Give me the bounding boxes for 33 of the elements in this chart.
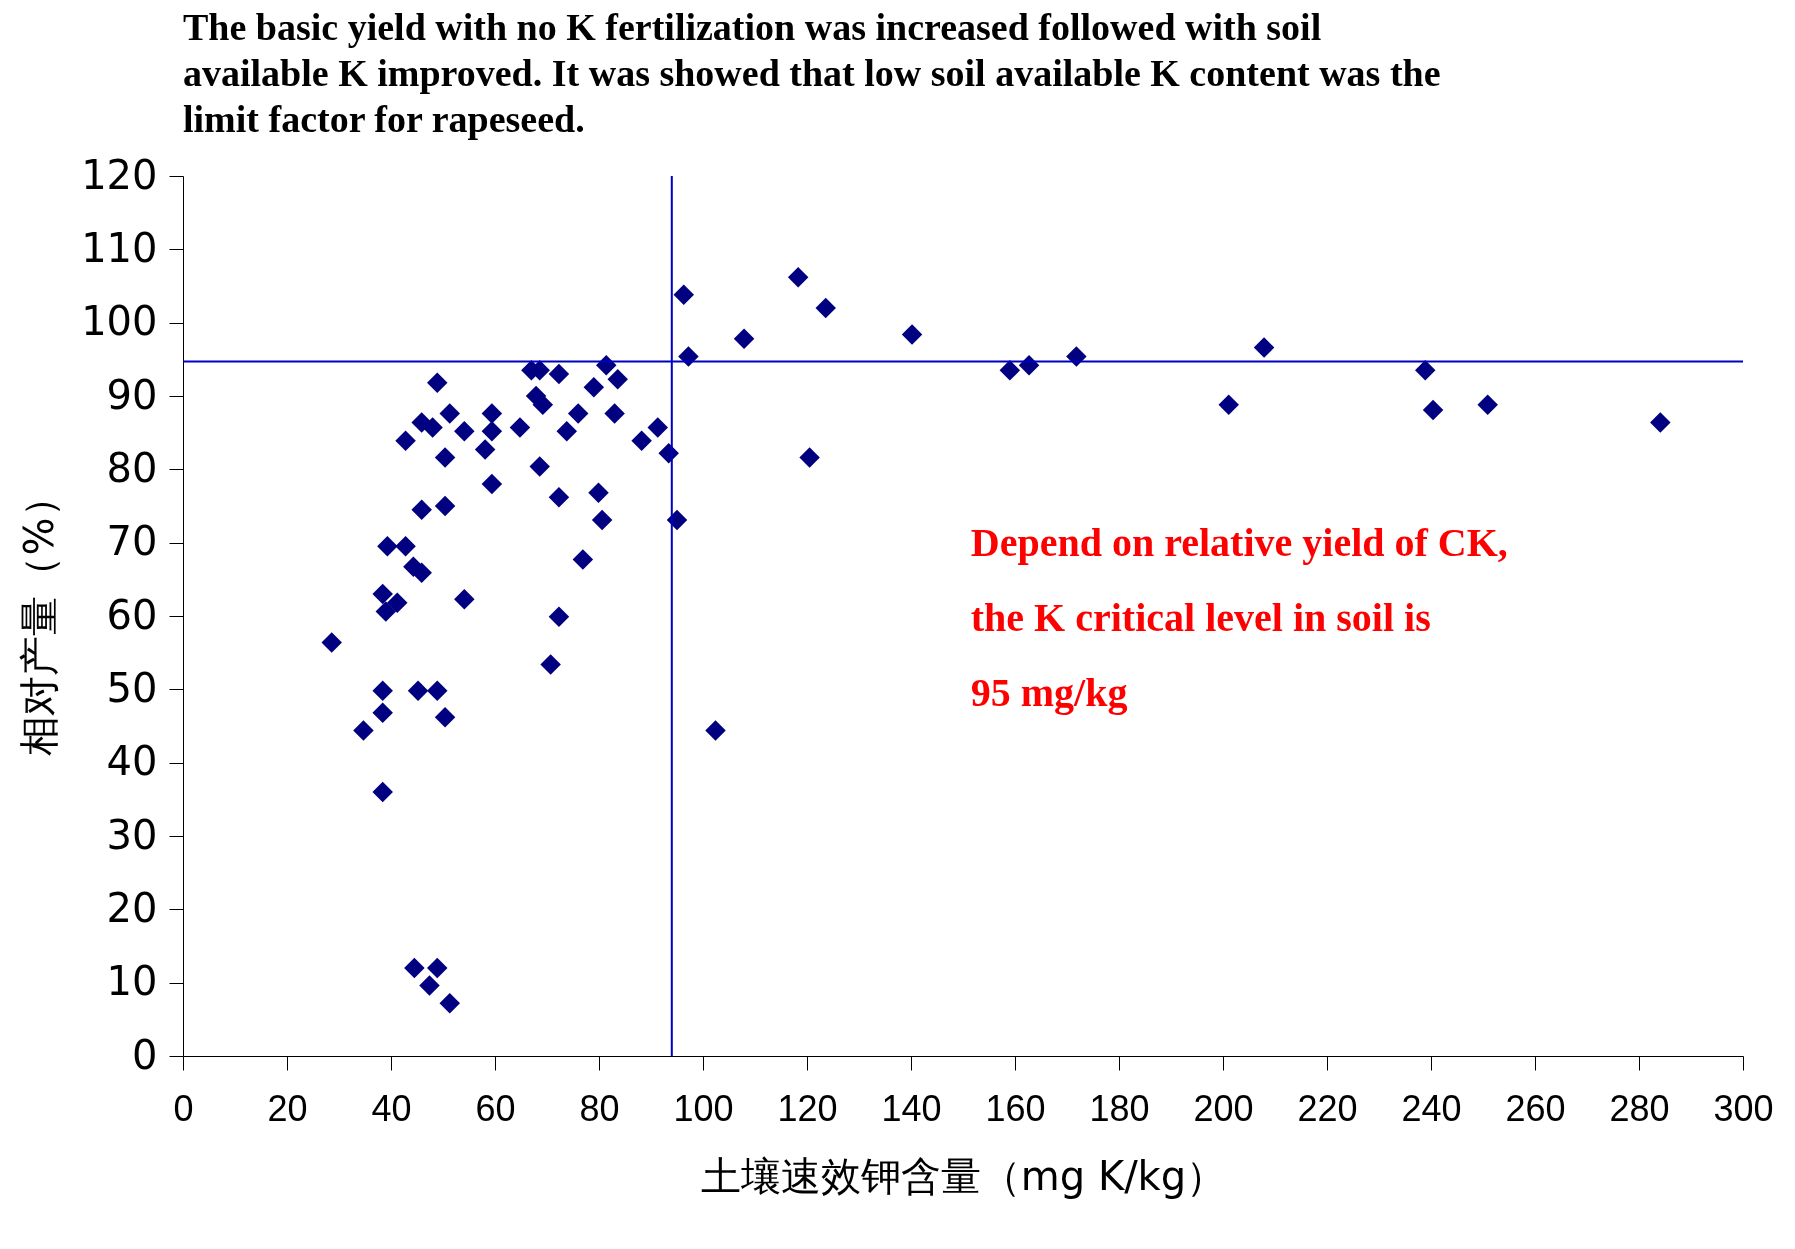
chart-title: The basic yield with no K fertilization was increased followed with soil available K improved. It was showed that low soil available K content was the limit factor for rapeseed. <box>183 6 1441 140</box>
y-tick-label: 10 <box>106 958 158 1005</box>
x-tick-label: 20 <box>267 1087 308 1129</box>
x-axis-title: 土壤速效钾含量（mg K/kg） <box>700 1152 1227 1199</box>
y-tick-label: 40 <box>106 738 158 785</box>
y-tick-label: 100 <box>81 298 158 345</box>
y-tick-label: 70 <box>106 518 158 565</box>
x-tick-label: 100 <box>673 1087 734 1129</box>
y-tick-label: 20 <box>106 884 158 931</box>
x-tick-label: 140 <box>881 1087 942 1129</box>
y-tick-label: 80 <box>106 444 158 491</box>
x-tick-label: 240 <box>1401 1087 1462 1129</box>
y-tick-label: 30 <box>106 811 158 858</box>
annotation: Depend on relative yield of CK, the K critical level in soil is 95 mg/kg <box>970 519 1508 715</box>
x-tick-label: 280 <box>1609 1087 1670 1129</box>
y-tick-label: 110 <box>81 224 158 271</box>
x-tick-label: 120 <box>777 1087 838 1129</box>
y-tick-label: 60 <box>106 591 158 638</box>
x-tick-label: 160 <box>985 1087 1046 1129</box>
y-tick-label: 0 <box>132 1031 158 1078</box>
x-tick-label: 40 <box>371 1087 412 1129</box>
x-tick-label: 0 <box>173 1087 194 1129</box>
x-tick-label: 80 <box>579 1087 620 1129</box>
x-tick-label: 220 <box>1297 1087 1358 1129</box>
x-tick-label: 180 <box>1089 1087 1150 1129</box>
x-tick-label: 200 <box>1193 1087 1254 1129</box>
y-axis-title: 相对产量（%） <box>16 477 63 756</box>
x-tick-label: 300 <box>1713 1087 1774 1129</box>
y-tick-label: 90 <box>106 371 158 418</box>
x-tick-label: 60 <box>475 1087 516 1129</box>
y-tick-label: 120 <box>81 151 158 198</box>
x-tick-label: 260 <box>1505 1087 1566 1129</box>
y-tick-label: 50 <box>106 664 158 711</box>
